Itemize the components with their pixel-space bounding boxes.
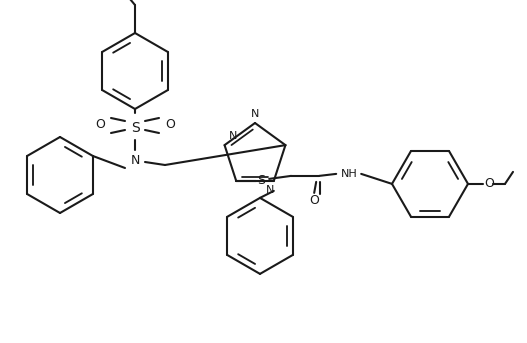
Text: N: N bbox=[251, 109, 259, 119]
Text: S: S bbox=[257, 174, 265, 187]
Text: NH: NH bbox=[341, 169, 358, 179]
Text: O: O bbox=[309, 194, 319, 208]
Text: O: O bbox=[484, 177, 494, 190]
Text: S: S bbox=[131, 121, 139, 135]
Text: O: O bbox=[165, 118, 175, 130]
Text: O: O bbox=[95, 118, 105, 130]
Text: N: N bbox=[130, 154, 140, 166]
Text: N: N bbox=[229, 131, 237, 141]
Text: N: N bbox=[266, 185, 274, 195]
